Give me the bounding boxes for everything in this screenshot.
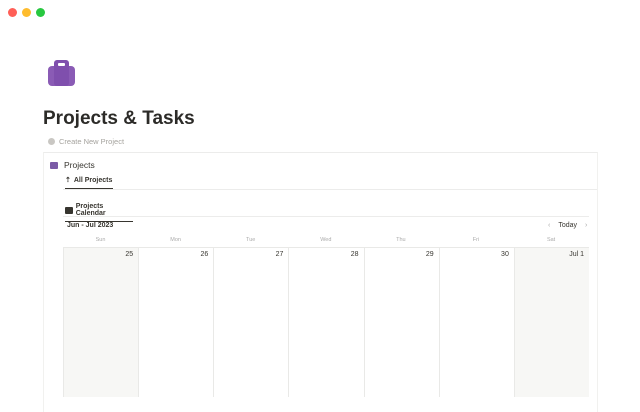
tab-all-projects[interactable]: ⇡ All Projects bbox=[65, 176, 113, 189]
weekday-header: Sun bbox=[95, 237, 106, 243]
create-label: Create New Project bbox=[59, 137, 125, 146]
weekday-header: Sat bbox=[546, 237, 556, 243]
calendar-grid: 25 26 27 28 29 30 Jul 1 bbox=[63, 247, 589, 397]
calendar-day-cell[interactable]: 28 bbox=[288, 248, 363, 397]
briefcase-icon[interactable] bbox=[48, 60, 75, 86]
database-title[interactable]: Projects bbox=[50, 160, 95, 170]
window-maximize-button[interactable] bbox=[36, 8, 45, 17]
tab-projects-calendar[interactable]: Projects Calendar bbox=[65, 203, 133, 222]
chevron-left-icon[interactable]: ‹ bbox=[548, 222, 551, 229]
chevron-right-icon[interactable]: › bbox=[585, 222, 588, 229]
calendar-day-cell[interactable]: 30 bbox=[438, 248, 514, 397]
database-title-text: Projects bbox=[64, 160, 95, 170]
calendar-day-cell[interactable]: 25 bbox=[63, 248, 139, 397]
calendar-day-cell[interactable]: 29 bbox=[363, 248, 439, 397]
calendar-day-cell[interactable]: 27 bbox=[213, 248, 288, 397]
page-title: Projects & Tasks bbox=[43, 108, 195, 129]
divider bbox=[63, 189, 597, 190]
weekday-header: Thu bbox=[396, 237, 406, 243]
create-new-project-button[interactable]: Create New Project bbox=[48, 137, 124, 146]
weekday-header: Fri bbox=[472, 237, 480, 243]
calendar-day-cell[interactable]: Jul 1 bbox=[513, 248, 589, 397]
weekday-header: Wed bbox=[320, 237, 332, 243]
today-button[interactable]: Today bbox=[558, 222, 578, 229]
folder-icon bbox=[50, 161, 58, 169]
divider bbox=[63, 216, 589, 217]
tab-label: All Projects bbox=[73, 176, 113, 184]
calendar-icon bbox=[65, 206, 73, 214]
calendar-month: Jun - Jul 2023 bbox=[67, 222, 114, 229]
projects-database bbox=[43, 152, 598, 412]
tab-label: Projects Calendar bbox=[75, 203, 106, 217]
branch-icon: ⇡ bbox=[65, 177, 71, 184]
window-close-button[interactable] bbox=[8, 8, 17, 17]
weekday-header: Tue bbox=[246, 237, 256, 243]
calendar-day-cell[interactable]: 26 bbox=[138, 248, 213, 397]
window-minimize-button[interactable] bbox=[22, 8, 31, 17]
weekday-header: Mon bbox=[170, 237, 181, 243]
plus-circle-icon bbox=[48, 138, 55, 145]
